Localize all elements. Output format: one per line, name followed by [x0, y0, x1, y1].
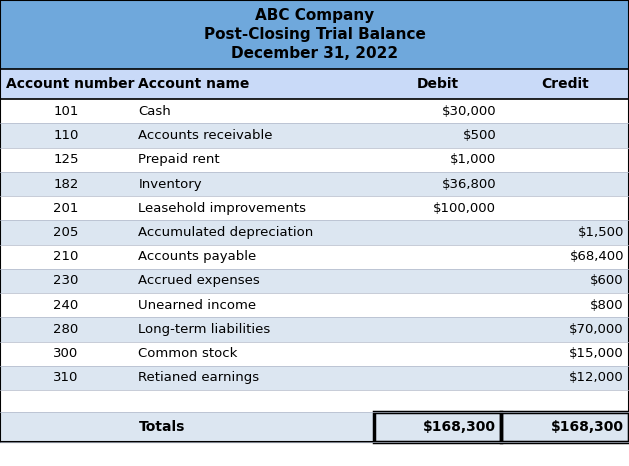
Text: 300: 300 — [53, 347, 79, 360]
Text: Post-Closing Trial Balance: Post-Closing Trial Balance — [204, 27, 425, 42]
Text: Accounts payable: Accounts payable — [138, 250, 257, 263]
Bar — [0, 123, 629, 148]
Text: Debit: Debit — [417, 77, 459, 91]
Text: Accrued expenses: Accrued expenses — [138, 274, 260, 288]
Text: Leasehold improvements: Leasehold improvements — [138, 202, 306, 215]
Text: 310: 310 — [53, 371, 79, 384]
Bar — [0, 196, 629, 220]
Text: 182: 182 — [53, 178, 79, 191]
Bar — [0, 172, 629, 196]
Text: Inventory: Inventory — [138, 178, 202, 191]
Text: Totals: Totals — [138, 420, 185, 434]
Bar — [0, 293, 629, 317]
Bar — [0, 220, 629, 245]
Text: 205: 205 — [53, 226, 79, 239]
Text: Accumulated depreciation: Accumulated depreciation — [138, 226, 314, 239]
Bar — [0, 269, 629, 293]
Text: 210: 210 — [53, 250, 79, 263]
Text: Account name: Account name — [138, 77, 250, 91]
Text: 110: 110 — [53, 129, 79, 142]
Text: $15,000: $15,000 — [569, 347, 624, 360]
Text: Common stock: Common stock — [138, 347, 238, 360]
Text: December 31, 2022: December 31, 2022 — [231, 46, 398, 62]
Text: $500: $500 — [462, 129, 496, 142]
Text: 125: 125 — [53, 153, 79, 166]
Text: ABC Company: ABC Company — [255, 7, 374, 23]
Bar — [0, 69, 629, 99]
Text: 201: 201 — [53, 202, 79, 215]
Text: Long-term liabilities: Long-term liabilities — [138, 323, 270, 336]
Bar — [0, 342, 629, 366]
Bar — [0, 366, 629, 390]
Text: Credit: Credit — [542, 77, 589, 91]
Text: $30,000: $30,000 — [442, 105, 496, 118]
Text: $100,000: $100,000 — [433, 202, 496, 215]
Text: $68,400: $68,400 — [569, 250, 624, 263]
Text: Retianed earnings: Retianed earnings — [138, 371, 260, 384]
Bar — [0, 317, 629, 342]
Text: Cash: Cash — [138, 105, 171, 118]
Text: Accounts receivable: Accounts receivable — [138, 129, 273, 142]
Text: $1,500: $1,500 — [577, 226, 624, 239]
Text: Unearned income: Unearned income — [138, 299, 257, 312]
Text: 280: 280 — [53, 323, 79, 336]
Bar — [374, 412, 501, 442]
Bar — [0, 412, 629, 442]
Bar — [0, 148, 629, 172]
Text: $168,300: $168,300 — [423, 420, 496, 434]
Text: $36,800: $36,800 — [442, 178, 496, 191]
Text: $600: $600 — [591, 274, 624, 288]
Text: 230: 230 — [53, 274, 79, 288]
Text: $70,000: $70,000 — [569, 323, 624, 336]
Bar — [0, 390, 629, 412]
Bar — [0, 245, 629, 269]
Text: Account number: Account number — [6, 77, 135, 91]
Bar — [0, 99, 629, 123]
Text: Prepaid rent: Prepaid rent — [138, 153, 220, 166]
Text: 101: 101 — [53, 105, 79, 118]
Bar — [501, 412, 629, 442]
Text: $1,000: $1,000 — [450, 153, 496, 166]
Text: $168,300: $168,300 — [551, 420, 624, 434]
Text: 240: 240 — [53, 299, 79, 312]
Bar — [0, 0, 629, 69]
Text: $12,000: $12,000 — [569, 371, 624, 384]
Text: $800: $800 — [591, 299, 624, 312]
